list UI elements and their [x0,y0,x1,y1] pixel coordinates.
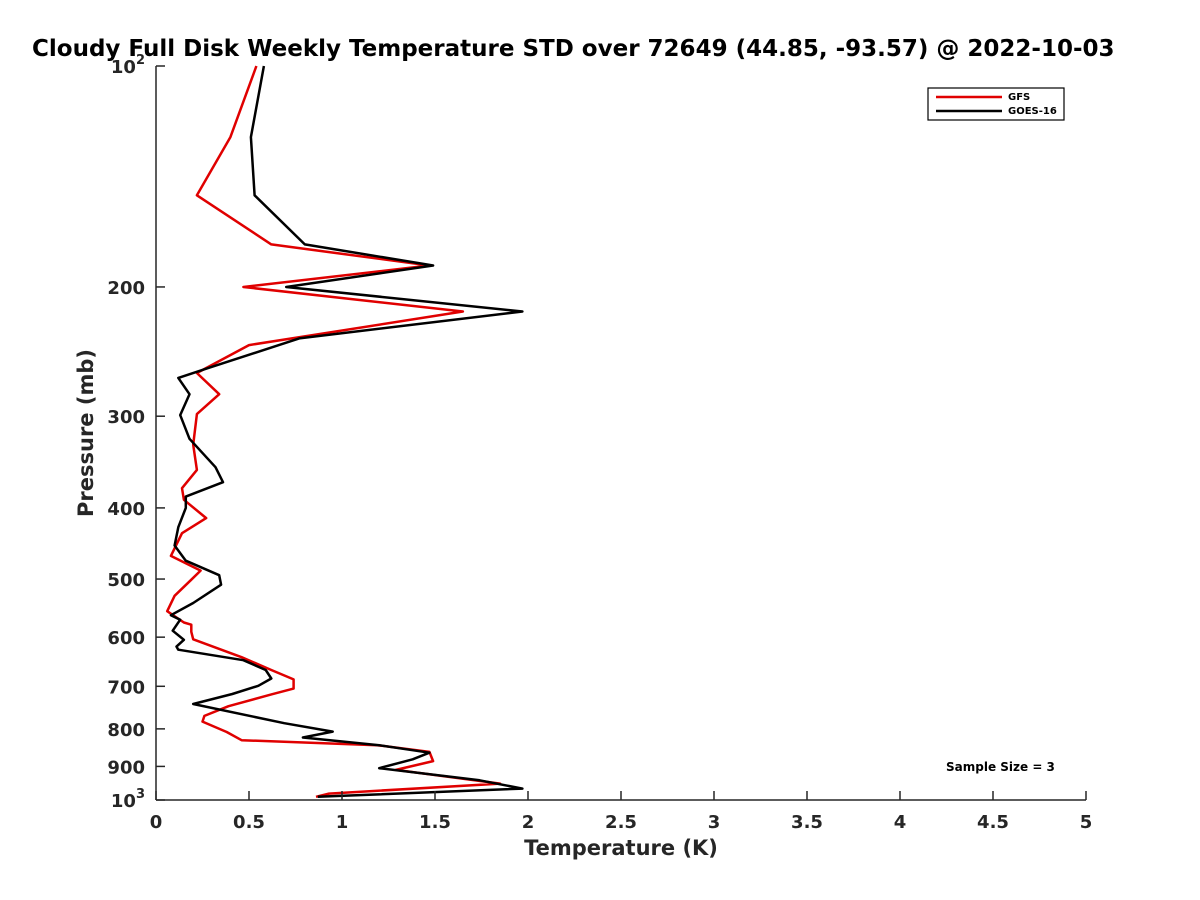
y-tick-label: 600 [107,628,145,649]
y-tick-exponent: 2 [136,53,145,68]
sample-size-annotation: Sample Size = 3 [946,760,1055,774]
x-axis-ticks: 0 0.5 1 1.5 2 2.5 3 3.5 4 4.5 5 [150,791,1093,833]
legend-label-gfs: GFS [1008,92,1030,103]
x-axis-label: Temperature (K) [524,836,718,860]
x-tick-label: 2 [522,812,535,833]
chart-title: Cloudy Full Disk Weekly Temperature STD … [32,36,1115,62]
y-tick-exponent: 3 [136,787,145,802]
y-tick-label: 800 [107,720,145,741]
y-tick-label: 103 [111,787,145,812]
plot-area [156,66,1086,800]
x-tick-label: 0.5 [233,812,265,833]
x-tick-label: 4.5 [977,812,1009,833]
legend-label-goes: GOES-16 [1008,106,1057,117]
series-line-0 [165,65,502,799]
y-tick-label: 300 [107,407,145,428]
y-tick-label: 900 [107,757,145,778]
y-tick-label: 700 [107,677,145,698]
x-tick-label: 2.5 [605,812,637,833]
x-tick-label: 4 [894,812,907,833]
y-tick-base: 10 [111,791,136,812]
y-axis-label: Pressure (mb) [74,349,98,517]
y-tick-label: 500 [107,570,145,591]
y-tick-label: 400 [107,499,145,520]
x-tick-label: 0 [150,812,163,833]
x-tick-label: 5 [1080,812,1093,833]
series-layer [165,65,524,799]
y-tick-label: 200 [107,278,145,299]
legend: GFS GOES-16 [927,87,1065,121]
y-tick-base: 10 [111,57,136,78]
y-tick-label: 102 [111,53,145,78]
x-tick-label: 1 [336,812,349,833]
x-tick-label: 1.5 [419,812,451,833]
x-tick-label: 3 [708,812,721,833]
x-tick-label: 3.5 [791,812,823,833]
series-line-1 [169,65,524,799]
legend-box [927,87,1065,121]
